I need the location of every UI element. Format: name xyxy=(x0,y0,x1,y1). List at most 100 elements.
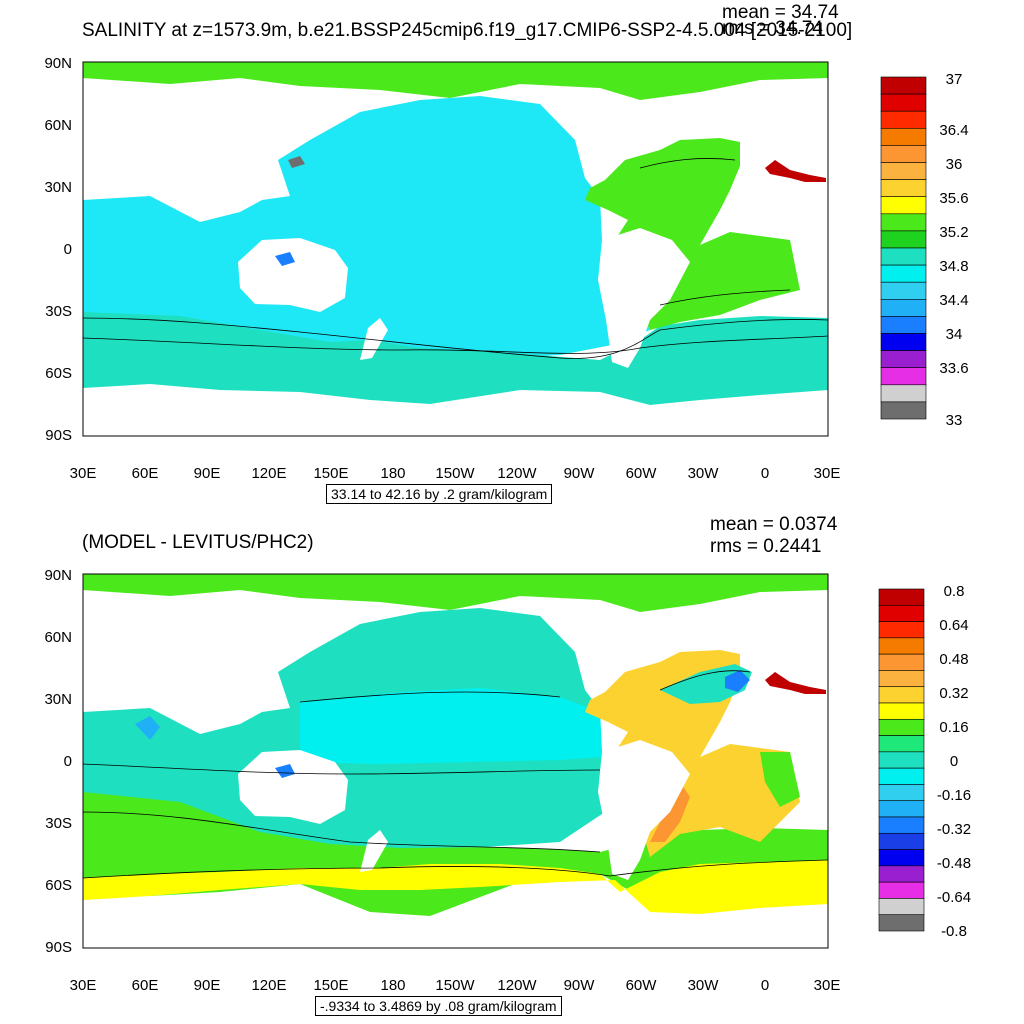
contour-line xyxy=(82,763,601,775)
longitude-labels: 30E 60E 90E 120E 150E 180 150W 120W 90W … xyxy=(70,465,841,482)
colorbar-label: 35.2 xyxy=(939,224,968,241)
colorbar-swatch xyxy=(880,264,927,283)
colorbar-label: 0.64 xyxy=(939,617,968,634)
pacific-indian-ocean xyxy=(83,96,650,362)
colorbar-label: 33.6 xyxy=(939,360,968,377)
africa-green xyxy=(760,752,800,807)
colorbar-swatch xyxy=(880,247,927,266)
colorbar-label: 34.4 xyxy=(939,292,968,309)
lon-label: 60E xyxy=(132,977,159,994)
rms-label: rms = 34.74 xyxy=(722,18,823,39)
lat-label: 60S xyxy=(45,877,72,894)
panel-title: (MODEL - LEVITUS/PHC2) xyxy=(82,532,314,553)
small-island-grey xyxy=(288,156,305,168)
colorbar-label: 35.6 xyxy=(939,190,968,207)
indian-ocean-blue xyxy=(135,716,160,740)
colorbar-swatch xyxy=(878,735,925,753)
colorbar-swatch xyxy=(880,162,927,180)
lat-label: 60N xyxy=(44,117,72,134)
colorbar-label: 36.4 xyxy=(939,122,968,139)
colorbar-swatch xyxy=(878,816,925,834)
colorbar-label: 0.32 xyxy=(939,685,968,702)
colorbar-label: 0.16 xyxy=(939,719,968,736)
contour-line xyxy=(82,317,829,359)
australia xyxy=(238,238,348,312)
lon-label: 60E xyxy=(132,465,159,482)
mean-label: mean = 0.0374 xyxy=(710,514,838,535)
australia xyxy=(238,750,348,824)
colorbar-swatch xyxy=(878,670,925,688)
lon-label: 30E xyxy=(70,465,97,482)
africa xyxy=(735,702,800,752)
lon-label: 60W xyxy=(626,465,658,482)
colorbar-swatch xyxy=(878,832,925,850)
colorbar-swatch xyxy=(878,767,925,785)
lat-label: 30N xyxy=(44,691,72,708)
colorbar-label: 34.8 xyxy=(939,258,968,275)
mean-label: mean = 34.74 xyxy=(722,2,839,23)
contour-line xyxy=(82,811,601,853)
indonesia-blue xyxy=(275,252,295,266)
colorbar-label: 0.48 xyxy=(939,651,968,668)
lon-label: 120E xyxy=(251,465,286,482)
colorbar-label: -0.8 xyxy=(941,923,967,940)
lon-label: 120E xyxy=(251,977,286,994)
contour-line xyxy=(82,335,829,354)
colorbar-swatch xyxy=(878,784,925,802)
lat-label: 90S xyxy=(45,939,72,956)
colorbar-swatch xyxy=(878,621,925,639)
southern-yellow-band xyxy=(83,860,828,914)
colorbar-swatch xyxy=(878,865,925,883)
colorbar-swatch xyxy=(880,213,927,232)
colorbar-labels: 37 36.4 36 35.6 35.2 34.8 34.4 34 33.6 3… xyxy=(939,71,968,429)
south-america xyxy=(598,228,690,368)
colorbar-swatch xyxy=(878,751,925,769)
north-atlantic-blue-core xyxy=(725,670,750,692)
antarctica xyxy=(83,922,828,948)
colorbar-label: -0.48 xyxy=(937,855,971,872)
lat-label: 90N xyxy=(44,55,72,72)
south-america xyxy=(598,740,690,880)
longitude-labels: 30E 60E 90E 120E 150E 180 150W 120W 90W … xyxy=(70,977,841,994)
colorbar-swatch xyxy=(878,881,925,899)
colorbar-swatch xyxy=(880,145,927,163)
rms-label: rms = 0.2441 xyxy=(710,536,822,557)
lon-label: 120W xyxy=(497,465,537,482)
lat-label: 30N xyxy=(44,179,72,196)
colorbar-swatch xyxy=(880,350,927,369)
lon-label: 30W xyxy=(688,465,720,482)
colorbar-label: 0 xyxy=(950,753,958,770)
colorbar-labels: 0.8 0.64 0.48 0.32 0.16 0 -0.16 -0.32 -0… xyxy=(937,583,971,940)
lon-label: 180 xyxy=(380,465,405,482)
colorbar-swatch xyxy=(880,110,927,129)
colorbar-swatch xyxy=(880,367,927,386)
colorbar xyxy=(878,588,925,932)
lon-label: 90E xyxy=(194,977,221,994)
colorbar-label: 37 xyxy=(946,71,963,88)
lat-label: 90S xyxy=(45,427,72,444)
colorbar xyxy=(880,76,927,420)
colorbar-swatch xyxy=(880,298,927,317)
bottom-panel: (MODEL - LEVITUS/PHC2) mean = 0.0374 rms… xyxy=(0,512,1024,1024)
lon-label: 30E xyxy=(814,977,841,994)
map-frame xyxy=(82,61,829,437)
lon-label: 30W xyxy=(688,977,720,994)
colorbar-swatch xyxy=(878,800,925,818)
latitude-labels: 90N 60N 30N 0 30S 60S 90S xyxy=(44,567,72,956)
lon-label: 60W xyxy=(626,977,658,994)
map-plot: 90N 60N 30N 0 30S 60S 90S 30E 60E 90E 12… xyxy=(44,567,971,994)
mediterranean-red xyxy=(765,672,826,694)
range-label-box: -.9334 to 3.4869 by .08 gram/kilogram xyxy=(315,996,562,1016)
contour-line xyxy=(639,158,736,169)
lon-label: 150E xyxy=(313,977,348,994)
indonesia-blue xyxy=(275,764,295,778)
colorbar-swatch xyxy=(880,76,927,95)
arctic-ocean xyxy=(83,574,828,612)
arctic-ocean xyxy=(83,62,828,100)
contour-line xyxy=(82,859,829,879)
antarctica xyxy=(83,410,828,436)
lat-label: 90N xyxy=(44,567,72,584)
colorbar-label: 33 xyxy=(946,412,963,429)
colorbar-label: 0.8 xyxy=(944,583,965,600)
colorbar-swatch xyxy=(878,686,925,704)
